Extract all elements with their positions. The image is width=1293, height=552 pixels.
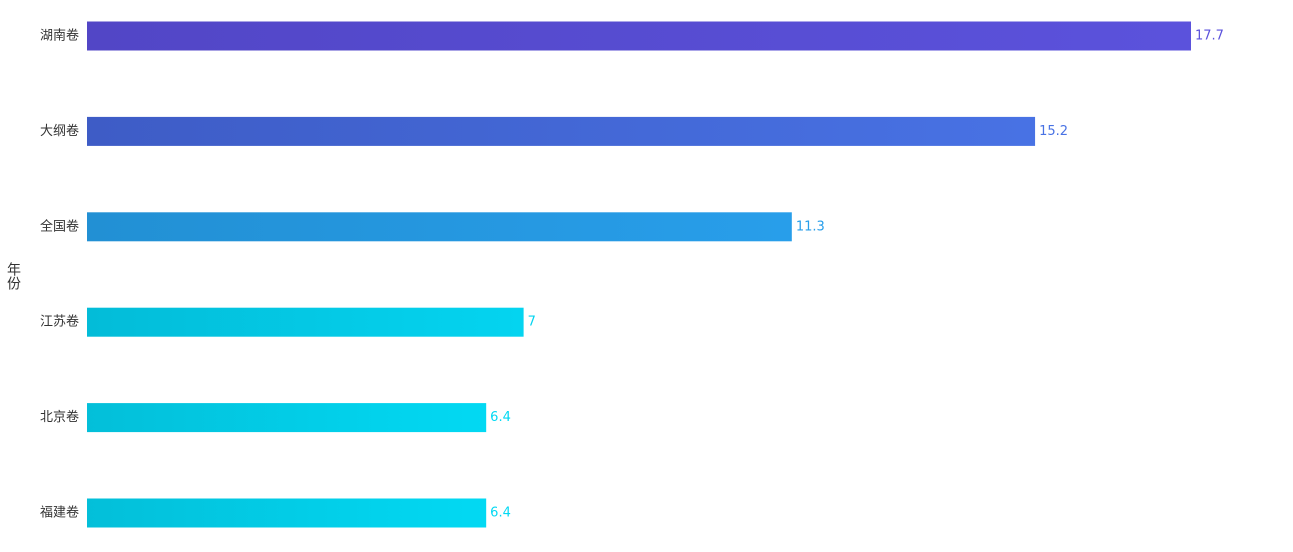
y-tick-label: 江苏卷 xyxy=(40,314,79,330)
y-tick-label: 大纲卷 xyxy=(40,123,79,139)
y-axis-label: 年份 xyxy=(5,262,21,291)
bar xyxy=(87,116,1036,146)
y-tick-label: 北京卷 xyxy=(40,409,79,425)
y-tick-label: 全国卷 xyxy=(40,218,79,234)
bar xyxy=(87,212,792,242)
data-label: 6.4 xyxy=(490,506,511,521)
bar xyxy=(87,307,524,337)
y-tick-label: 福建卷 xyxy=(40,505,79,521)
bar xyxy=(87,21,1191,51)
data-label: 6.4 xyxy=(490,410,511,425)
data-label: 7 xyxy=(528,315,536,330)
bar xyxy=(87,498,487,528)
y-tick-label: 湖南卷 xyxy=(40,28,79,44)
data-label: 17.7 xyxy=(1195,29,1224,44)
bar xyxy=(87,403,487,433)
data-label: 15.2 xyxy=(1039,124,1068,139)
data-label: 11.3 xyxy=(796,219,825,234)
